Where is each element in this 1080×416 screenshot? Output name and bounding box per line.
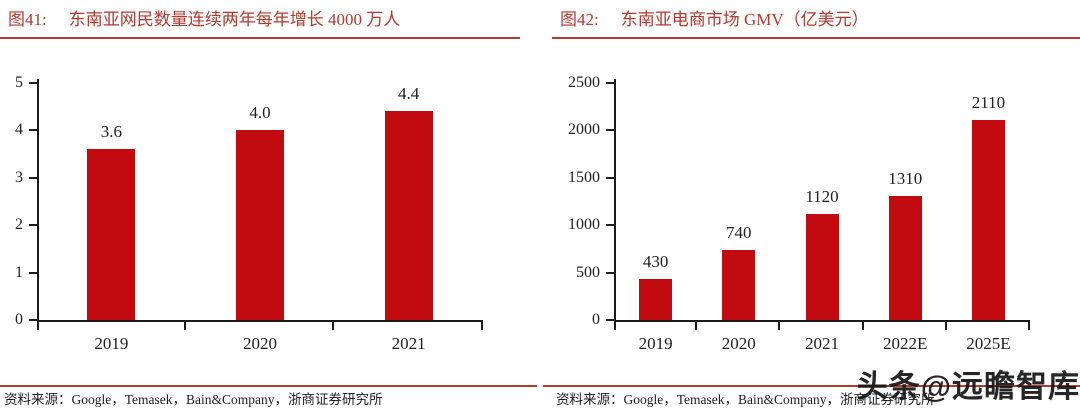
- y-axis-tick: [29, 176, 38, 179]
- y-tick-label: 3: [15, 168, 23, 186]
- x-axis-tick: [861, 322, 864, 330]
- source-text: Google，Temasek，Bain&Company，浙商证券研究所: [623, 392, 935, 407]
- x-tick-label: 2021: [805, 334, 839, 353]
- figure-41-header: 图41: 东南亚网民数量连续两年每年增长 4000 万人: [8, 9, 516, 31]
- figure-42-source-note: 资料来源：Google，Temasek，Bain&Company，浙商证券研究所: [556, 391, 1080, 409]
- x-axis-tick: [1028, 322, 1030, 330]
- x-axis-tick: [183, 322, 186, 330]
- x-tick-label: 2025E: [966, 334, 1011, 353]
- y-axis-tick: [606, 129, 615, 132]
- bar-value-label: 4.4: [398, 84, 420, 104]
- bar-value-label: 4.0: [249, 103, 271, 123]
- x-tick-label: 2022E: [882, 334, 928, 353]
- bar-value-label: 430: [642, 252, 669, 272]
- y-axis-line: [37, 79, 39, 330]
- x-tick-label: 2020: [721, 334, 756, 353]
- bar-2020: [722, 249, 756, 320]
- y-tick-label: 1500: [568, 168, 600, 186]
- bar-2019: [639, 279, 673, 320]
- bar-value-label: 2110: [971, 92, 1006, 112]
- figure-42-header-rule: [552, 37, 1080, 39]
- y-axis-tick: [606, 176, 615, 179]
- x-axis-tick: [695, 322, 698, 330]
- y-tick-label: 1: [15, 263, 23, 281]
- figure-42-footer-rule: [543, 385, 1080, 387]
- y-tick-label: 500: [576, 263, 600, 281]
- y-axis-tick: [29, 224, 38, 227]
- x-axis-tick: [778, 322, 781, 330]
- x-tick-label: 2020: [243, 334, 277, 353]
- source-text: Google，Temasek，Bain&Company，浙商证券研究所: [71, 392, 383, 407]
- y-tick-label: 5: [15, 74, 23, 91]
- figure-41-footer-rule: [0, 385, 537, 387]
- x-tick-label: 2019: [638, 334, 673, 353]
- x-axis-line: [614, 320, 1030, 322]
- y-axis-tick: [606, 82, 615, 84]
- source-label: 资料来源：: [556, 392, 624, 407]
- x-axis-line: [37, 320, 483, 322]
- gmv-bar-chart: 0 500 1000 1500 2000 2500 430 2019 740 2020 1120 20…: [552, 60, 1080, 370]
- y-tick-label: 1000: [568, 216, 600, 234]
- y-tick-label: 2: [15, 216, 23, 234]
- y-tick-label: 2500: [568, 74, 600, 91]
- bar-value-label: 3.6: [100, 122, 122, 142]
- bar-value-label: 1120: [805, 186, 839, 206]
- bar-2020: [236, 130, 284, 320]
- x-tick-label: 2021: [391, 334, 426, 353]
- y-tick-label: 4: [15, 121, 23, 139]
- y-tick-label: 2000: [568, 121, 600, 139]
- y-axis-tick: [606, 319, 615, 321]
- figure-41-header-rule: [0, 37, 520, 39]
- figure-41-source-note: 资料来源：Google，Temasek，Bain&Company，浙商证券研究所: [4, 391, 520, 409]
- bar-value-label: 740: [726, 222, 752, 242]
- figure-42-panel: 图42: 东南亚电商市场 GMV（亿美元） 0 500 1000 1500 2000 250…: [543, 0, 1080, 416]
- figure-41-panel: 图41: 东南亚网民数量连续两年每年增长 4000 万人 0 1 2 3 4 5 3.6 201…: [0, 0, 537, 416]
- y-axis-tick: [29, 271, 38, 274]
- y-axis-line: [614, 79, 616, 330]
- x-tick-label: 2019: [94, 334, 129, 353]
- bar-2025E: [971, 119, 1005, 320]
- x-axis-tick: [332, 322, 335, 330]
- figure-42-header: 图42: 东南亚电商市场 GMV（亿美元）: [560, 9, 1076, 31]
- bar-2021: [384, 111, 433, 320]
- watermark: 头条@远瞻智库: [856, 369, 1080, 404]
- y-tick-label: 0: [592, 311, 600, 328]
- bar-value-label: 1310: [888, 168, 923, 188]
- source-label: 资料来源：: [4, 392, 72, 407]
- figure-42-label: 图42:: [560, 10, 599, 29]
- x-axis-tick: [481, 322, 483, 330]
- bar-2019: [87, 149, 136, 320]
- bar-2022E: [888, 195, 922, 320]
- figure-41-label: 图41:: [8, 10, 47, 29]
- y-axis-tick: [29, 319, 38, 321]
- y-axis-tick: [606, 224, 615, 227]
- y-tick-label: 0: [15, 311, 23, 328]
- figure-42-title: 东南亚电商市场 GMV（亿美元）: [620, 10, 869, 29]
- figure-41-title: 东南亚网民数量连续两年每年增长 4000 万人: [68, 10, 401, 29]
- x-axis-tick: [944, 322, 947, 330]
- y-axis-tick: [606, 271, 615, 274]
- netizens-bar-chart: 0 1 2 3 4 5 3.6 2019 4.0 2020 4.4 2021: [0, 60, 520, 370]
- y-axis-tick: [29, 129, 38, 132]
- y-axis-tick: [29, 82, 38, 84]
- bar-2021: [805, 213, 839, 320]
